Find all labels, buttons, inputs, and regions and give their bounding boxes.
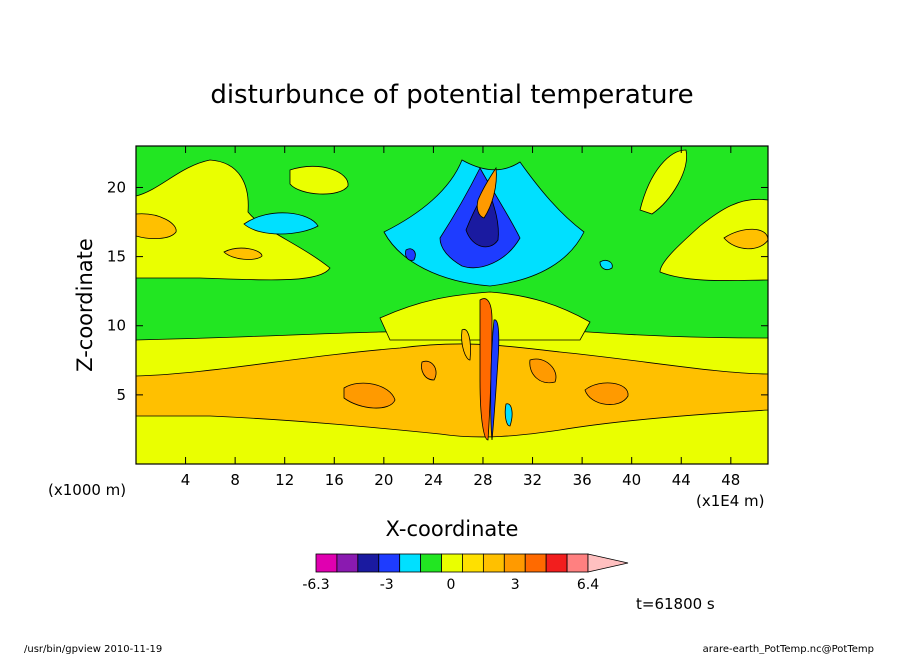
contour-fill	[136, 213, 177, 240]
y-axis: 5 10 15 20	[107, 178, 768, 404]
x-tick-label: 12	[275, 471, 294, 489]
colorbar-swatch	[336, 553, 359, 573]
x-tick-label: 8	[230, 471, 240, 489]
time-annotation: t=61800 s	[636, 595, 715, 613]
colorbar-tick-label: -3	[380, 577, 394, 593]
x-tick-label: 24	[424, 471, 443, 489]
colorbar-tick-label: 6.4	[577, 577, 599, 593]
contour-fill	[504, 403, 513, 427]
contour-fill	[243, 212, 319, 235]
colorbar-swatch	[566, 553, 589, 573]
colorbar-swatch	[420, 553, 442, 573]
colorbar-swatch	[545, 553, 568, 573]
x-tick-label: 4	[181, 471, 191, 489]
colorbar-swatch	[482, 553, 505, 573]
contour-fill	[723, 228, 768, 250]
contour-fill	[289, 165, 349, 195]
contour-fill	[343, 382, 396, 409]
y-tick-label: 10	[107, 317, 126, 335]
contour-fill	[584, 382, 629, 405]
y-axis-label: Z-coordinate	[73, 238, 97, 372]
chart-title: disturbunce of potential temperature	[210, 80, 693, 110]
x-tick-label: 16	[325, 471, 344, 489]
y-tick-label: 5	[116, 386, 126, 404]
x-unit-right: (x1E4 m)	[696, 492, 765, 510]
contour-fill	[421, 360, 437, 381]
colorbar-tick-label: -6.3	[302, 577, 329, 593]
contour-fill	[490, 319, 500, 441]
x-tick-label: 48	[721, 471, 740, 489]
contour-fill	[476, 166, 497, 219]
colorbar-swatch	[315, 553, 338, 573]
plot-area	[136, 146, 768, 464]
contour-fill	[599, 260, 613, 270]
x-tick-label: 20	[374, 471, 393, 489]
colorbar-tick-label: 0	[446, 577, 455, 593]
colorbar-swatch	[378, 553, 401, 573]
contour-fill	[659, 198, 768, 282]
x-tick-label: 36	[573, 471, 592, 489]
contour-fill	[639, 149, 687, 215]
x-axis: 4 8 12 16 20 24 28 32 36 40 44 48	[181, 146, 740, 489]
colorbar-swatch	[441, 553, 463, 573]
colorbar	[315, 553, 629, 573]
contour-fill	[461, 328, 471, 361]
footer-right: arare-earth_PotTemp.nc@PotTemp	[703, 644, 874, 654]
plot-frame	[135, 145, 769, 465]
contour-fill	[405, 248, 416, 261]
x-axis-label: X-coordinate	[386, 517, 519, 541]
colorbar-swatch	[524, 553, 547, 573]
contour-fill	[223, 247, 263, 260]
x-tick-label: 32	[523, 471, 542, 489]
colorbar-swatch	[462, 553, 484, 573]
colorbar-swatch	[357, 553, 380, 573]
colorbar-extend-arrow	[587, 553, 629, 573]
colorbar-tick-labels: -6.3 -3 0 3 6.4	[302, 577, 599, 593]
x-tick-label: 28	[473, 471, 492, 489]
contour-fill	[136, 343, 768, 438]
contour-fill	[529, 358, 557, 384]
colorbar-swatch	[503, 553, 526, 573]
y-tick-label: 15	[107, 248, 126, 266]
x-tick-label: 44	[672, 471, 691, 489]
colorbar-tick-label: 3	[511, 577, 520, 593]
x-tick-label: 40	[622, 471, 641, 489]
footer-left: /usr/bin/gpview 2010-11-19	[24, 644, 162, 654]
colorbar-swatch	[399, 553, 422, 573]
y-tick-label: 20	[107, 178, 126, 196]
x-unit-left: (x1000 m)	[48, 481, 126, 499]
